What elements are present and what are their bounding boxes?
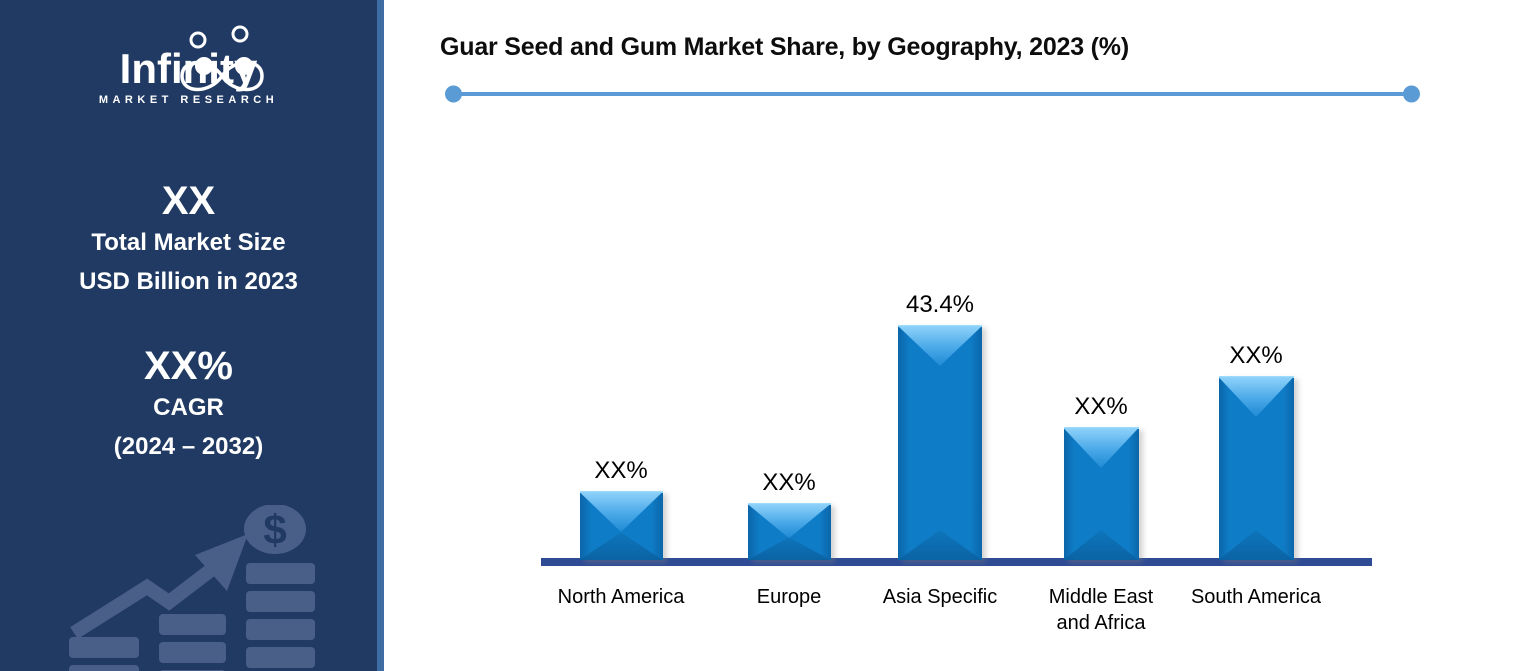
bar-bevel-bottom — [747, 537, 831, 560]
brand-name: Infinity — [119, 45, 258, 92]
bar-bevel-bottom — [579, 532, 663, 560]
category-label: North America — [557, 586, 685, 608]
bar — [1218, 376, 1294, 560]
cagr-caption: CAGR — [153, 394, 224, 421]
plot-area: XX% North America XX% Europe 43.4% Asia Speci… — [391, 0, 1533, 671]
bar-bevel-top — [1218, 377, 1294, 417]
category-label: Middle East and Africa — [1048, 586, 1154, 634]
category-label: South America — [1190, 586, 1322, 608]
chart-panel: Guar Seed and Gum Market Share, by Geogr… — [391, 0, 1533, 671]
bar — [579, 491, 663, 560]
cagr-value: XX% — [144, 344, 233, 388]
underline-left-dot — [445, 85, 462, 103]
cagr-stat: XX% CAGR (2024 – 2032) — [0, 343, 377, 467]
bar-value-label: 43.4% — [905, 291, 975, 318]
x-axis-line — [541, 558, 1372, 566]
brand-logo: Infinity MARKET RESEARCH — [0, 25, 377, 106]
title-underline — [445, 85, 1420, 103]
brand-tagline: MARKET RESEARCH — [98, 94, 279, 106]
category-label: Europe — [756, 586, 822, 608]
bar-bevel-top — [579, 492, 663, 532]
bar-bevel-bottom — [898, 530, 982, 560]
sidebar: Infinity MARKET RESEARCH XX Total Market… — [0, 0, 384, 671]
dollar-sign: $ — [263, 506, 286, 553]
bar-value-label: XX% — [594, 457, 648, 484]
bar — [747, 503, 831, 560]
bar-value-label: XX% — [1074, 393, 1128, 420]
category-label: Asia Specific — [882, 586, 998, 608]
bar — [898, 325, 982, 560]
chart-title: Guar Seed and Gum Market Share, by Geogr… — [440, 33, 1129, 61]
cagr-period: (2024 – 2032) — [113, 432, 264, 460]
bar — [1063, 427, 1139, 560]
bar-value-label: XX% — [762, 469, 816, 496]
bar-bevel-top — [1063, 428, 1139, 468]
bar-bevel-bottom — [1218, 530, 1294, 560]
bar-bevel-bottom — [1063, 530, 1139, 560]
growth-chart-dollar-icon: $ — [69, 505, 315, 671]
bar-bevel-top — [747, 504, 831, 539]
market-size-value: XX — [161, 179, 216, 223]
market-size-stat: XX Total Market Size USD Billion in 2023 — [0, 178, 377, 302]
underline-right-dot — [1403, 85, 1420, 103]
infinity-logo-icon — [180, 25, 264, 92]
bar-value-label: XX% — [1229, 342, 1283, 369]
market-size-caption-line1: Total Market Size — [91, 229, 286, 256]
market-size-caption-line2: USD Billion in 2023 — [79, 267, 298, 295]
bar-bevel-top — [898, 326, 982, 366]
